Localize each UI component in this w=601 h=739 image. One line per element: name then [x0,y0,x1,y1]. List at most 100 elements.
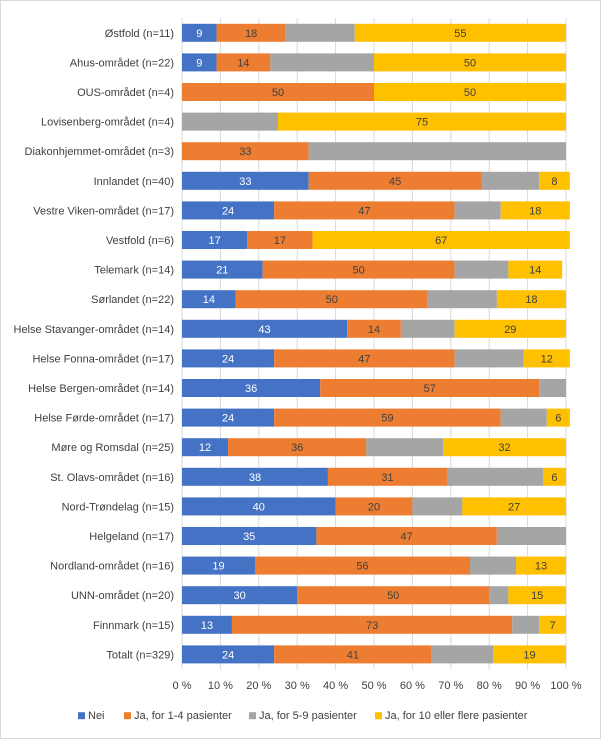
bar-segment [454,201,501,220]
category-label: Nordland-området (n=16) [50,561,174,573]
bar-segment [182,260,263,279]
data-label: 21 [216,265,228,277]
data-label: 40 [253,501,265,513]
data-label: 45 [389,176,401,188]
bar-segment [274,349,455,368]
category-label: Nord-Trøndelag (n=15) [62,501,174,513]
bar-segment [327,467,447,486]
x-tick-label: 20 % [246,680,271,692]
bar-segment [182,201,275,220]
bar-segment [182,379,321,397]
legend-swatch [124,712,131,720]
bar-segment [182,615,232,634]
data-label: 67 [435,235,447,247]
bar-segment [274,201,455,220]
bar-row: 36 57 [182,379,566,397]
bar-row: 50 50 [182,83,566,101]
category-label: Helse Bergen-området (n=14) [28,383,174,395]
data-label: 43 [258,324,270,336]
bar-segment [297,586,490,605]
bar-segment [228,438,367,457]
bar-segment [308,171,482,190]
x-tick-label: 50 % [361,680,386,692]
bar-row: 33 45 8 [182,171,570,190]
bar-segment [539,379,566,397]
bar-segment [454,349,524,368]
bar-segment [285,23,355,42]
data-label: 50 [464,87,476,99]
data-label: 50 [464,57,476,69]
bar-segment [235,290,428,309]
x-tick-label: 0 % [173,680,192,692]
bar-segment [496,527,566,545]
data-label: 31 [381,472,393,484]
bar-segment [182,645,275,664]
x-tick-label: 40 % [323,680,348,692]
data-label: 47 [358,205,370,217]
bar-segment [446,467,543,486]
legend-item: Ja, for 10 eller flere pasienter [375,710,528,722]
legend-swatch [375,712,382,720]
bar-row: 38 31 6 [182,467,566,486]
bar-segment [216,53,271,72]
category-label: UNN-området (n=20) [71,590,174,602]
legend-item: Ja, for 1-4 pasienter [124,710,232,722]
data-label: 36 [245,383,257,395]
category-label: Helse Fonna-området (n=17) [32,353,174,365]
category-label: Totalt (n=329) [106,649,174,661]
data-label: 33 [239,146,251,158]
data-label: 8 [551,176,557,188]
data-label: 24 [222,353,234,365]
bar-segment [182,231,248,249]
data-label: 50 [326,294,338,306]
bar-row: 17 17 67 [182,231,570,249]
bar-row: 24 47 12 [182,349,570,368]
bar-segment [312,231,570,249]
legend-label: Ja, for 5-9 pasienter [259,710,357,722]
bar-segment [500,201,570,220]
bar-segment [216,23,286,42]
bar-row: 19 56 13 [182,556,566,575]
category-label: Østfold (n=11) [105,28,174,40]
bar-segment [508,586,566,605]
legend-item: Nei [78,710,105,722]
bar-segment [347,319,401,338]
bar-segment [493,645,566,664]
data-label: 33 [239,176,251,188]
bar-row: 24 41 19 [182,645,566,664]
data-label: 30 [233,590,245,602]
category-label: Sørlandet (n=22) [91,294,174,306]
bar-segment [412,497,463,516]
bar-row: 40 20 27 [182,497,566,516]
data-label: 75 [416,117,428,129]
bar-segment [182,408,275,427]
data-label: 18 [525,294,537,306]
data-label: 19 [212,561,224,573]
bar-row: 43 14 29 [182,319,566,338]
x-tick-label: 30 % [285,680,310,692]
category-label: Vestre Viken-området (n=17) [33,205,174,217]
bar-segment [454,260,509,279]
legend-item: Ja, for 5-9 pasienter [249,710,357,722]
data-label: 55 [454,28,466,40]
bar-segment [278,112,566,131]
bar-segment [508,260,563,279]
bar-segment [500,408,547,427]
data-label: 36 [291,442,303,454]
bar-segment [182,83,374,101]
bar-segment [546,408,570,427]
data-label: 47 [358,353,370,365]
data-label: 14 [529,265,541,277]
data-label: 32 [498,442,510,454]
category-label: Ahus-området (n=22) [70,57,174,69]
x-tick-label: 100 % [550,680,581,692]
x-tick-label: 60 % [400,680,425,692]
bar-segment [470,556,517,575]
data-label: 47 [401,531,413,543]
data-label: 24 [222,413,234,425]
bar-row: 33 [182,142,566,161]
bar-segment [320,379,540,397]
category-label: Telemark (n=14) [94,265,174,277]
bar-row: 35 47 [182,527,566,545]
